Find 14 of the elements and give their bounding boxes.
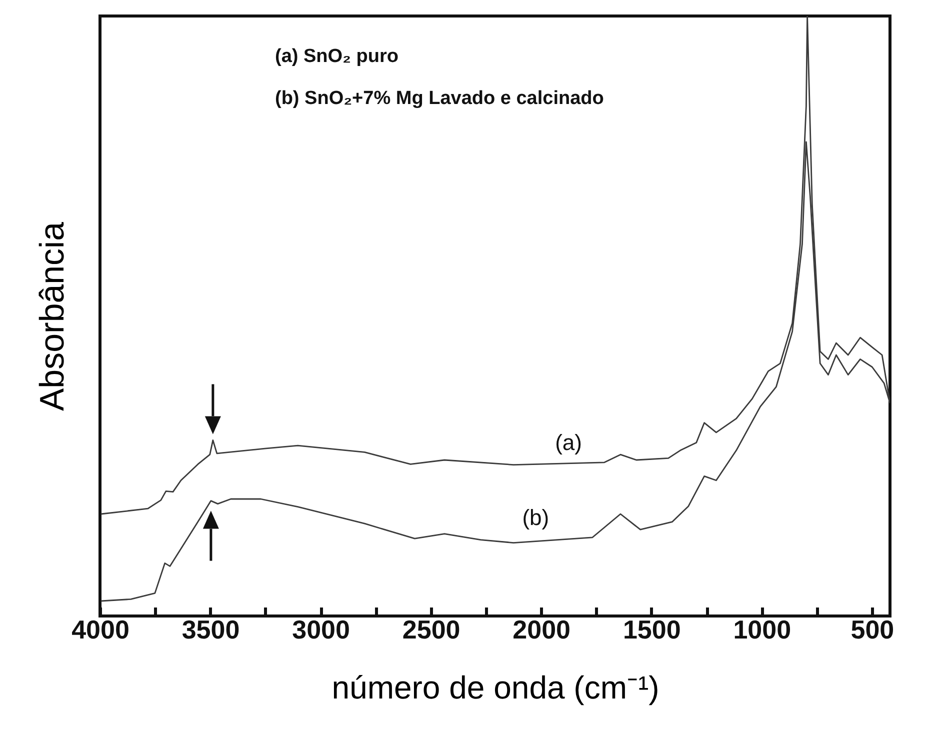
annotation: (a) SnO₂ puro bbox=[275, 46, 398, 67]
y-axis-title: Absorbância bbox=[34, 222, 72, 412]
x-tick-label: 1500 bbox=[622, 614, 681, 644]
x-tick-label: 3500 bbox=[182, 614, 240, 644]
x-axis-title: número de onda (cm⁻¹) bbox=[332, 670, 660, 706]
x-tick-label: 2500 bbox=[402, 614, 460, 644]
x-tick-label: 2000 bbox=[512, 614, 571, 644]
series-label: (b) bbox=[522, 504, 550, 530]
annotation: (b) SnO₂+7% Mg Lavado e calcinado bbox=[275, 88, 604, 109]
x-tick-label: 3000 bbox=[292, 614, 350, 644]
series-label: (a) bbox=[555, 430, 582, 455]
x-tick-label: 4000 bbox=[72, 614, 130, 644]
x-tick-label: 1000 bbox=[733, 614, 792, 644]
x-tick-label: 500 bbox=[850, 614, 894, 644]
